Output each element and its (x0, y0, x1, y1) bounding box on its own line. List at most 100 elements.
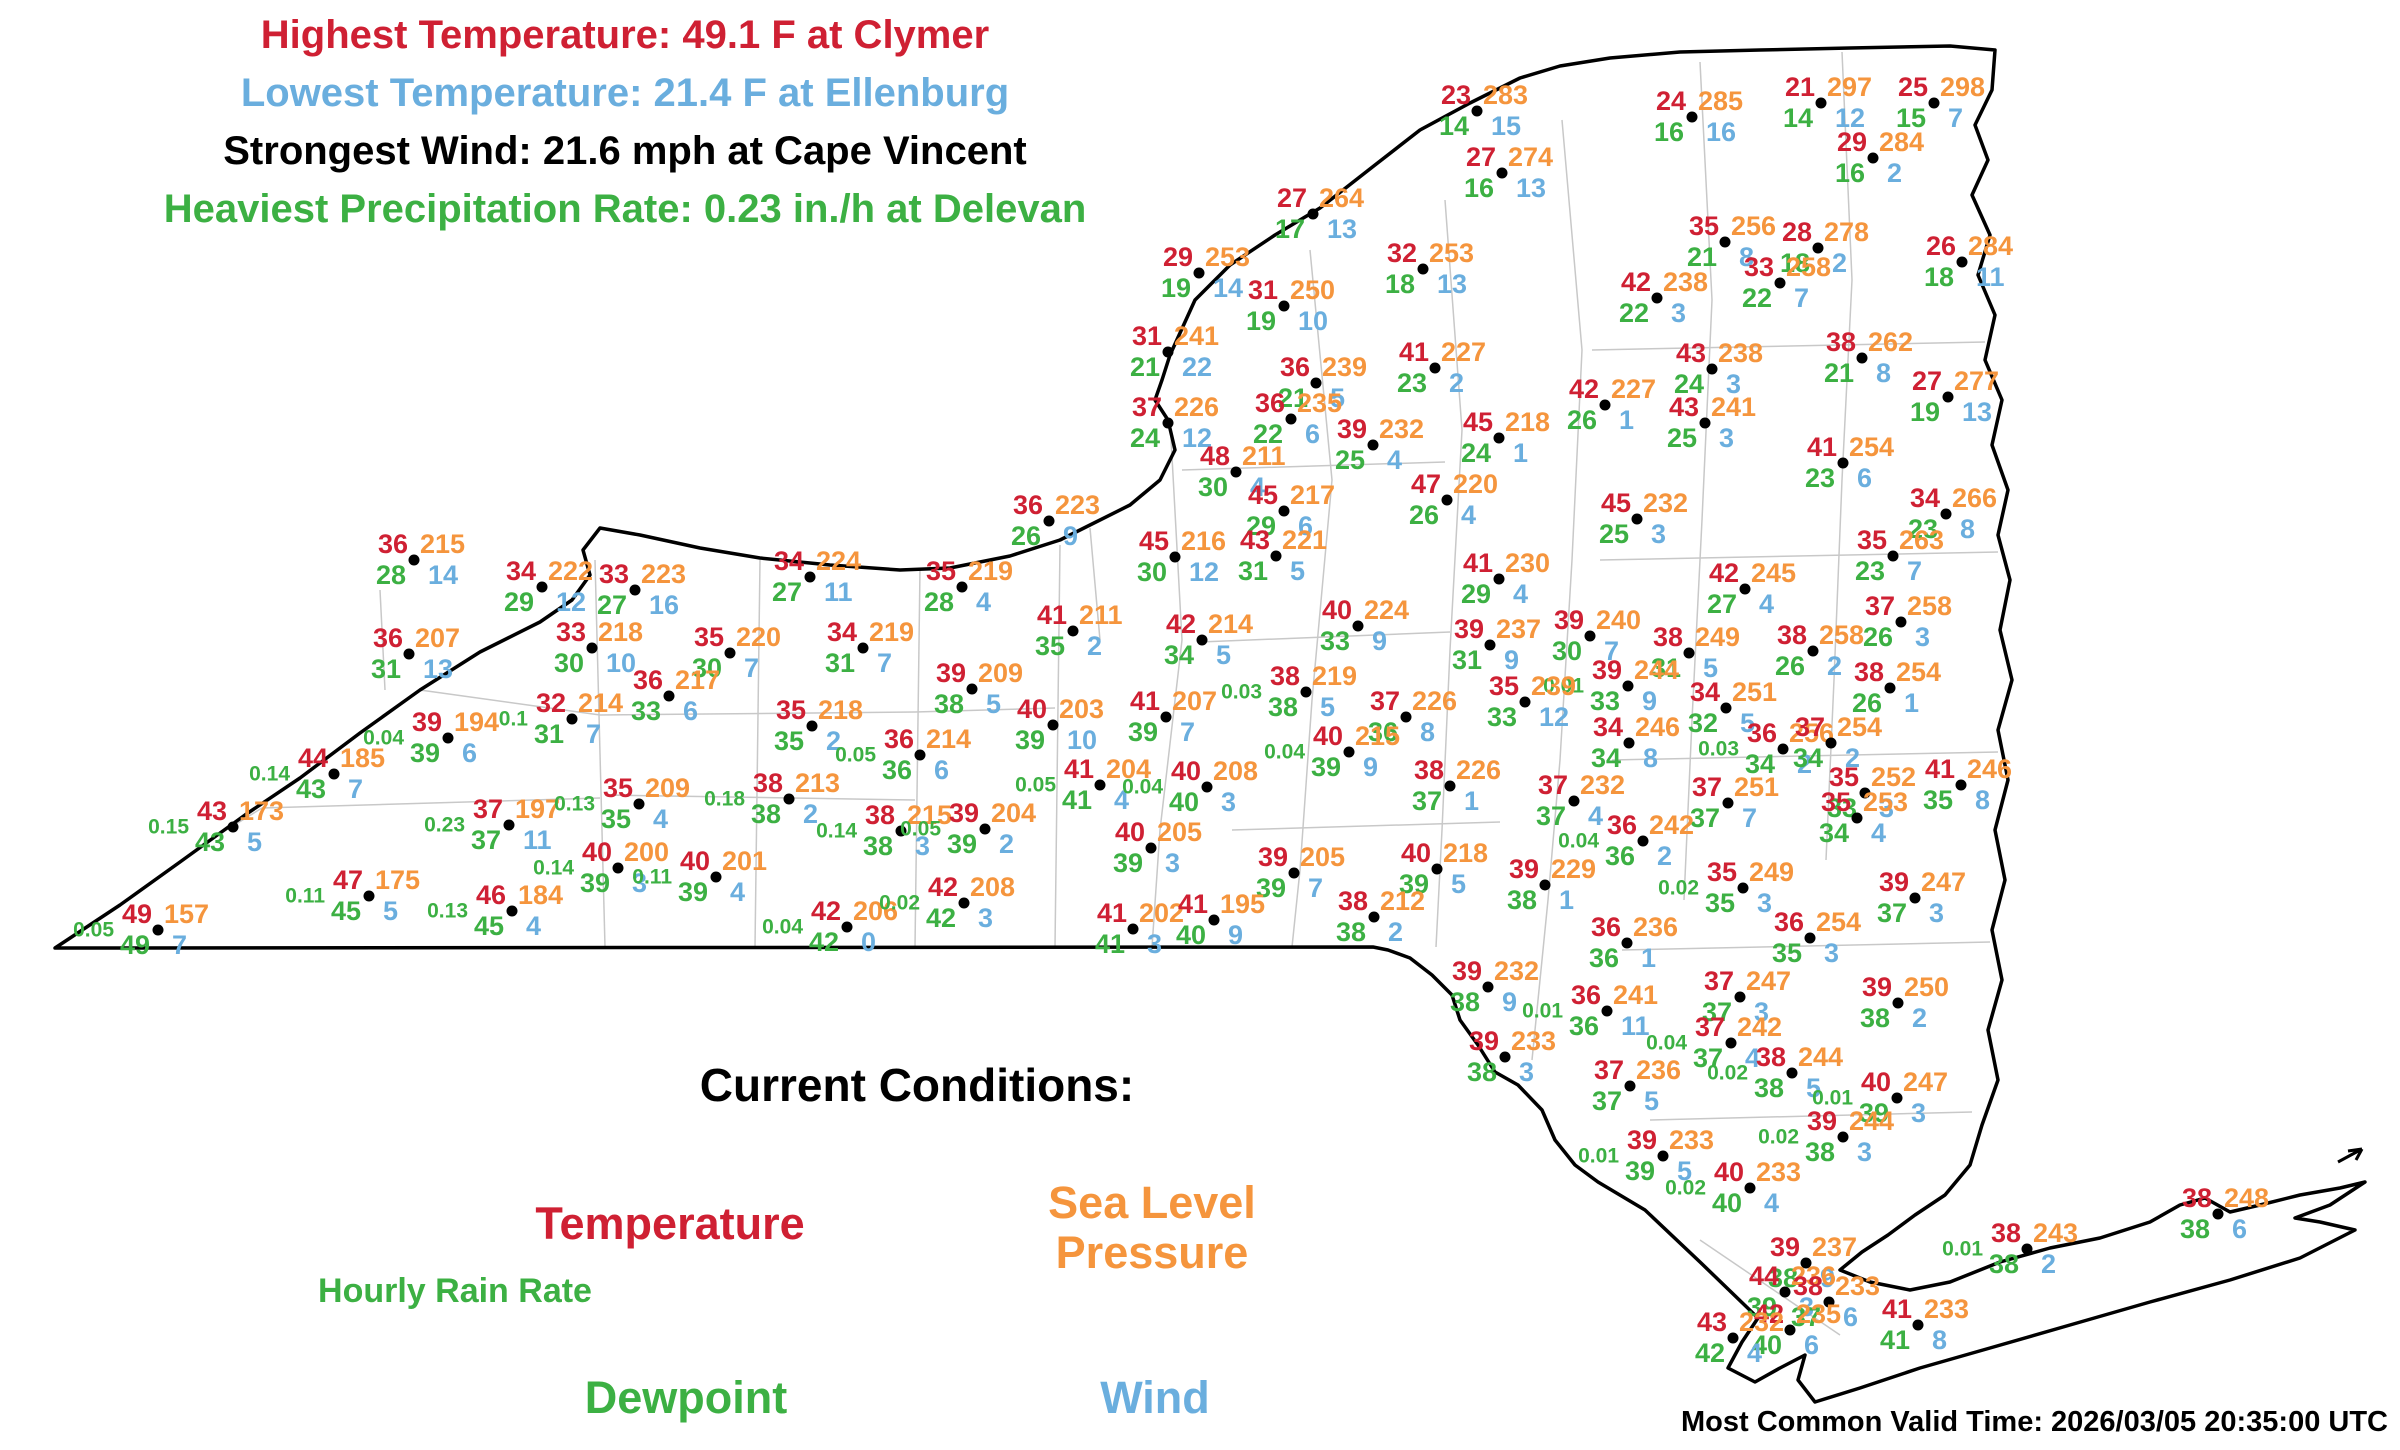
station-wind: 14 (1213, 273, 1244, 303)
station-wind: 3 (1651, 519, 1667, 549)
station-rain-rate: 0.03 (1221, 680, 1262, 704)
station-dewpoint: 26 (1010, 521, 1041, 551)
station-rain-rate: 0.01 (1543, 674, 1584, 698)
station-rain-rate: 0.02 (1758, 1125, 1799, 1149)
station-pressure: 284 (1879, 127, 1925, 157)
station-dewpoint: 24 (1460, 438, 1491, 468)
station-wind: 4 (653, 804, 669, 834)
station-dot (1804, 932, 1816, 944)
station-wind: 2 (1827, 651, 1843, 681)
station-dot (1127, 923, 1139, 935)
station-dot (1777, 743, 1789, 755)
station-wind: 7 (348, 774, 364, 804)
station-dot (1895, 616, 1907, 628)
station-wind: 13 (1516, 173, 1547, 203)
station-temperature: 38 (1652, 622, 1683, 652)
station-dot (1417, 263, 1429, 275)
station-dot (1859, 787, 1871, 799)
station-dot (403, 648, 415, 660)
station-dot (1884, 682, 1896, 694)
station-dewpoint: 35 (1034, 631, 1065, 661)
station-pressure: 223 (1055, 490, 1101, 520)
station-temperature: 38 (2181, 1183, 2212, 1213)
station-temperature: 39 (1468, 1026, 1499, 1056)
station-dot (1887, 550, 1899, 562)
station-temperature: 26 (1925, 231, 1956, 261)
station-dewpoint: 29 (503, 587, 534, 617)
station-rain-rate: 0.01 (1578, 1144, 1619, 1168)
station-wind: 4 (976, 587, 992, 617)
station-rain-rate: 0.04 (762, 915, 803, 939)
station-dewpoint: 40 (1711, 1188, 1742, 1218)
station-temperature: 39 (1806, 1106, 1837, 1136)
station-dot (1599, 399, 1611, 411)
station-temperature: 39 (411, 707, 442, 737)
station-pressure: 223 (641, 559, 687, 589)
station-dot (958, 897, 970, 909)
station-dewpoint: 36 (881, 755, 912, 785)
station-temperature: 36 (883, 724, 914, 754)
station-pressure: 241 (1613, 980, 1659, 1010)
station-temperature: 23 (1440, 80, 1471, 110)
station-dot (1784, 1324, 1796, 1336)
station-dot (612, 862, 624, 874)
station-dot (1482, 981, 1494, 993)
station-dot (1683, 647, 1695, 659)
station-pressure: 240 (1596, 605, 1642, 635)
station-dewpoint: 33 (1319, 626, 1350, 656)
legend-wind: Wind (1100, 1372, 1210, 1423)
station-pressure: 232 (1379, 414, 1425, 444)
station-wind: 2 (1912, 1003, 1928, 1033)
station-pressure: 247 (1746, 966, 1792, 996)
station-wind: 1 (1619, 405, 1635, 435)
station-wind: 2 (1388, 917, 1404, 947)
station-dewpoint: 39 (1255, 873, 1286, 903)
station-dot (1837, 457, 1849, 469)
station-wind: 11 (824, 577, 853, 607)
station-pressure: 215 (1355, 721, 1401, 751)
station-dot (1815, 97, 1827, 109)
station-pressure: 218 (598, 617, 644, 647)
station-dot (663, 690, 675, 702)
station-wind: 2 (1832, 248, 1848, 278)
station-pressure: 249 (1695, 622, 1741, 652)
station-temperature: 40 (1170, 756, 1201, 786)
station-dewpoint: 22 (1741, 283, 1772, 313)
station-dewpoint: 26 (1862, 622, 1893, 652)
station-temperature: 35 (1688, 211, 1719, 241)
station-pressure: 236 (1633, 912, 1679, 942)
station-pressure: 218 (818, 695, 864, 725)
station-pressure: 203 (1059, 694, 1105, 724)
station-dewpoint: 37 (1790, 1302, 1821, 1332)
station-pressure: 277 (1954, 366, 2000, 396)
station-dot (1837, 1131, 1849, 1143)
station-dewpoint: 34 (1590, 743, 1621, 773)
station-pressure: 214 (578, 688, 624, 718)
station-dot (1739, 583, 1751, 595)
station-dewpoint: 34 (1163, 640, 1194, 670)
station-dot (1955, 779, 1967, 791)
station-wind: 6 (1857, 463, 1873, 493)
station-dot (1493, 432, 1505, 444)
station-dot (1727, 1332, 1739, 1344)
station-dot (1786, 1067, 1798, 1079)
station-dot (1352, 620, 1364, 632)
station-dot (1706, 363, 1718, 375)
station-dot (2021, 1243, 2033, 1255)
station-rain-rate: 0.11 (632, 865, 672, 889)
station-temperature: 36 (1773, 907, 1804, 937)
station-wind: 12 (1539, 702, 1570, 732)
station-temperature: 38 (1776, 620, 1807, 650)
station-pressure: 216 (1181, 526, 1227, 556)
station-temperature: 47 (1410, 469, 1441, 499)
station-dot (1657, 1150, 1669, 1162)
station-wind: 11 (1976, 262, 2005, 292)
station-pressure: 200 (624, 837, 670, 867)
station-wind: 16 (1706, 117, 1737, 147)
station-wind: 6 (934, 755, 950, 785)
station-dewpoint: 25 (1666, 423, 1697, 453)
station-dot (1278, 300, 1290, 312)
station-dewpoint: 30 (1197, 472, 1228, 502)
station-rain-rate: 0.04 (1264, 740, 1305, 764)
station-wind: 4 (1588, 801, 1604, 831)
